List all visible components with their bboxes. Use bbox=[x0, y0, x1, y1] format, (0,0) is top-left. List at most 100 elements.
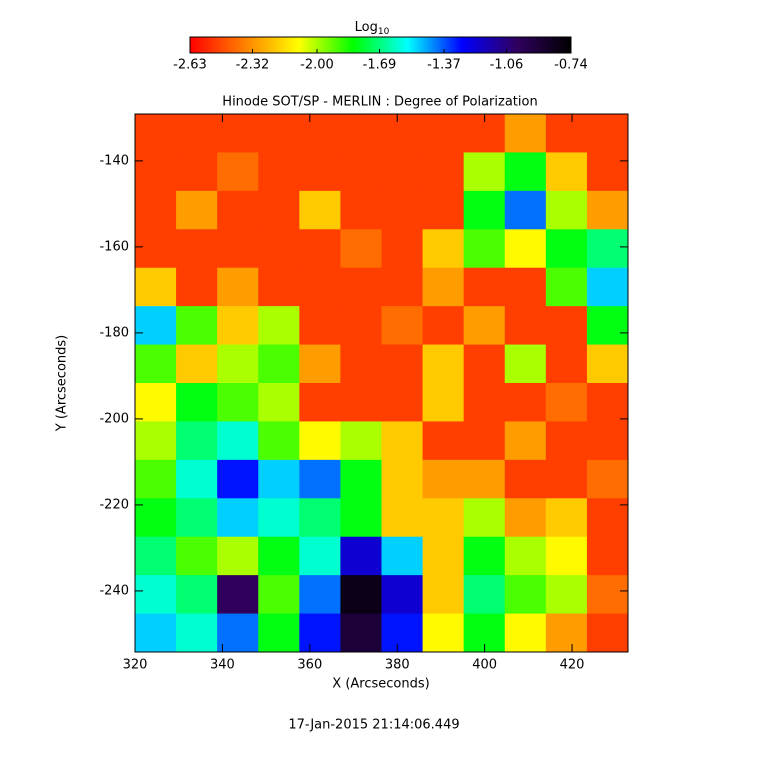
heatmap-cell bbox=[586, 190, 629, 230]
heatmap-cell bbox=[258, 306, 300, 346]
heatmap-cell bbox=[299, 267, 341, 307]
heatmap-cell bbox=[586, 613, 629, 653]
heatmap-cell bbox=[340, 613, 382, 653]
heatmap-cell bbox=[299, 421, 341, 461]
heatmap-cell bbox=[135, 536, 177, 576]
heatmap-cell bbox=[545, 459, 588, 499]
colorbar-tick-label: -2.63 bbox=[173, 58, 207, 73]
heatmap-cell bbox=[135, 152, 177, 192]
heatmap-cell bbox=[504, 459, 547, 499]
heatmap-cell bbox=[422, 306, 465, 346]
heatmap-cell bbox=[422, 190, 465, 230]
heatmap-cell bbox=[422, 229, 465, 269]
heatmap-cell bbox=[381, 613, 424, 653]
heatmap-cell bbox=[586, 498, 629, 538]
heatmap-cell bbox=[545, 498, 588, 538]
heatmap-cell bbox=[258, 498, 300, 538]
heatmap-cell bbox=[381, 190, 424, 230]
heatmap-cell bbox=[299, 344, 341, 384]
heatmap-cell bbox=[176, 498, 218, 538]
heatmap-cell bbox=[217, 267, 259, 307]
heatmap-cell bbox=[135, 459, 177, 499]
heatmap-cell bbox=[135, 421, 177, 461]
heatmap-cell bbox=[381, 383, 424, 422]
y-tick-label: -180 bbox=[99, 325, 129, 340]
heatmap-cell bbox=[299, 459, 341, 499]
heatmap-cell bbox=[176, 421, 218, 461]
heatmap-cell bbox=[299, 306, 341, 346]
heatmap-cell bbox=[340, 536, 382, 576]
heatmap-cell bbox=[258, 267, 300, 307]
heatmap-cell bbox=[422, 383, 465, 422]
colorbar-label-main: Log bbox=[355, 20, 378, 35]
heatmap-cell bbox=[135, 114, 177, 153]
heatmap-cell bbox=[176, 459, 218, 499]
colorbar-tick-label: -1.69 bbox=[363, 58, 397, 73]
heatmap-cell bbox=[381, 229, 424, 269]
heatmap-cell bbox=[135, 229, 177, 269]
heatmap-cell bbox=[176, 306, 218, 346]
y-tick-label: -240 bbox=[99, 583, 129, 598]
heatmap-cell bbox=[217, 498, 259, 538]
heatmap-cell bbox=[463, 498, 506, 538]
y-tick-label: -200 bbox=[99, 411, 129, 426]
heatmap-cell bbox=[422, 459, 465, 499]
heatmap-cell bbox=[463, 383, 506, 422]
heatmap-cell bbox=[340, 306, 382, 346]
heatmap-cell bbox=[586, 575, 629, 615]
heatmap-cell bbox=[586, 344, 629, 384]
heatmap-image bbox=[135, 114, 629, 653]
heatmap-cell bbox=[463, 421, 506, 461]
heatmap-cell bbox=[135, 306, 177, 346]
heatmap-cell bbox=[217, 459, 259, 499]
heatmap-cell bbox=[586, 229, 629, 269]
heatmap-cell bbox=[463, 229, 506, 269]
heatmap-cell bbox=[217, 152, 259, 192]
heatmap-cell bbox=[545, 344, 588, 384]
heatmap-cell bbox=[340, 344, 382, 384]
x-tick-label: 380 bbox=[385, 658, 410, 673]
y-tick-label: -140 bbox=[99, 153, 129, 168]
heatmap-cell bbox=[381, 152, 424, 192]
heatmap-cell bbox=[176, 575, 218, 615]
heatmap-cell bbox=[545, 383, 588, 422]
heatmap-cell bbox=[463, 306, 506, 346]
heatmap-cell bbox=[258, 190, 300, 230]
heatmap-cell bbox=[545, 613, 588, 653]
x-axis-label: X (Arcseconds) bbox=[332, 677, 429, 692]
heatmap-cell bbox=[217, 536, 259, 576]
heatmap-cell bbox=[176, 536, 218, 576]
heatmap-cell bbox=[586, 267, 629, 307]
heatmap-cell bbox=[340, 267, 382, 307]
heatmap-cell bbox=[504, 229, 547, 269]
heatmap-cell bbox=[176, 229, 218, 269]
heatmap-cell bbox=[340, 114, 382, 153]
heatmap-cell bbox=[504, 306, 547, 346]
heatmap-cell bbox=[545, 306, 588, 346]
heatmap-cell bbox=[504, 613, 547, 653]
heatmap-cell bbox=[463, 575, 506, 615]
heatmap-cell bbox=[504, 114, 547, 153]
colorbar-tick-label: -2.00 bbox=[300, 58, 334, 73]
heatmap-cell bbox=[381, 306, 424, 346]
heatmap-cell bbox=[258, 344, 300, 384]
heatmap-cell bbox=[135, 344, 177, 384]
heatmap-cell bbox=[299, 536, 341, 576]
heatmap-cell bbox=[299, 383, 341, 422]
heatmap-cell bbox=[422, 114, 465, 153]
heatmap-cell bbox=[463, 536, 506, 576]
heatmap-cell bbox=[217, 190, 259, 230]
heatmap-cell bbox=[463, 267, 506, 307]
heatmap-cell bbox=[135, 498, 177, 538]
heatmap-cell bbox=[545, 229, 588, 269]
colorbar-label: Log10 bbox=[355, 20, 390, 37]
heatmap-cell bbox=[217, 421, 259, 461]
heatmap-cell bbox=[217, 344, 259, 384]
heatmap-cell bbox=[299, 575, 341, 615]
heatmap-cell bbox=[299, 152, 341, 192]
heatmap-cell bbox=[422, 421, 465, 461]
heatmap-cell bbox=[381, 421, 424, 461]
heatmap-cell bbox=[217, 383, 259, 422]
